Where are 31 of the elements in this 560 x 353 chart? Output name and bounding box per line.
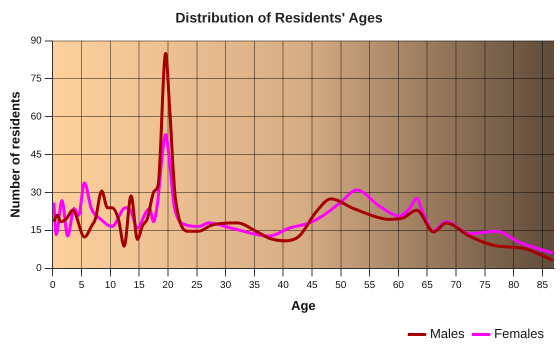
y-tick-label: 90 xyxy=(30,36,42,47)
x-tick-label: 25 xyxy=(191,280,203,292)
legend-label: Females xyxy=(494,326,544,342)
x-tick-label: 15 xyxy=(134,280,146,292)
x-tick-label: 65 xyxy=(422,280,434,292)
y-tick-label: 0 xyxy=(36,263,42,274)
x-tick-label: 50 xyxy=(335,280,347,292)
x-tick-label: 75 xyxy=(479,280,491,292)
y-tick-label: 60 xyxy=(30,111,42,122)
x-tick-label: 30 xyxy=(220,280,232,292)
x-tick-label: 80 xyxy=(508,280,520,292)
x-tick-label: 5 xyxy=(78,280,85,292)
y-tick-label: 30 xyxy=(30,187,42,198)
x-tick-label: 45 xyxy=(306,280,318,292)
x-tick-label: 70 xyxy=(450,280,462,292)
y-tick-label: 75 xyxy=(30,73,42,84)
x-tick-label: 35 xyxy=(248,280,260,292)
line-series xyxy=(52,52,554,262)
y-axis-title: Number of residents xyxy=(7,91,22,218)
legend-label: Males xyxy=(430,326,466,342)
x-tick-label: 40 xyxy=(278,280,290,292)
x-tick-label: 20 xyxy=(162,280,174,292)
x-tick-label: 10 xyxy=(104,280,116,292)
chart-title: Distribution of Residents' Ages xyxy=(175,9,383,26)
x-tick-label: 0 xyxy=(50,280,56,292)
y-tick-label: 15 xyxy=(30,225,42,236)
x-tick-label: 85 xyxy=(536,280,548,292)
x-tick-label: 55 xyxy=(364,280,376,292)
x-axis-title: Age xyxy=(291,298,316,313)
x-tick-label: 60 xyxy=(392,280,404,292)
y-tick-label: 45 xyxy=(30,149,42,160)
